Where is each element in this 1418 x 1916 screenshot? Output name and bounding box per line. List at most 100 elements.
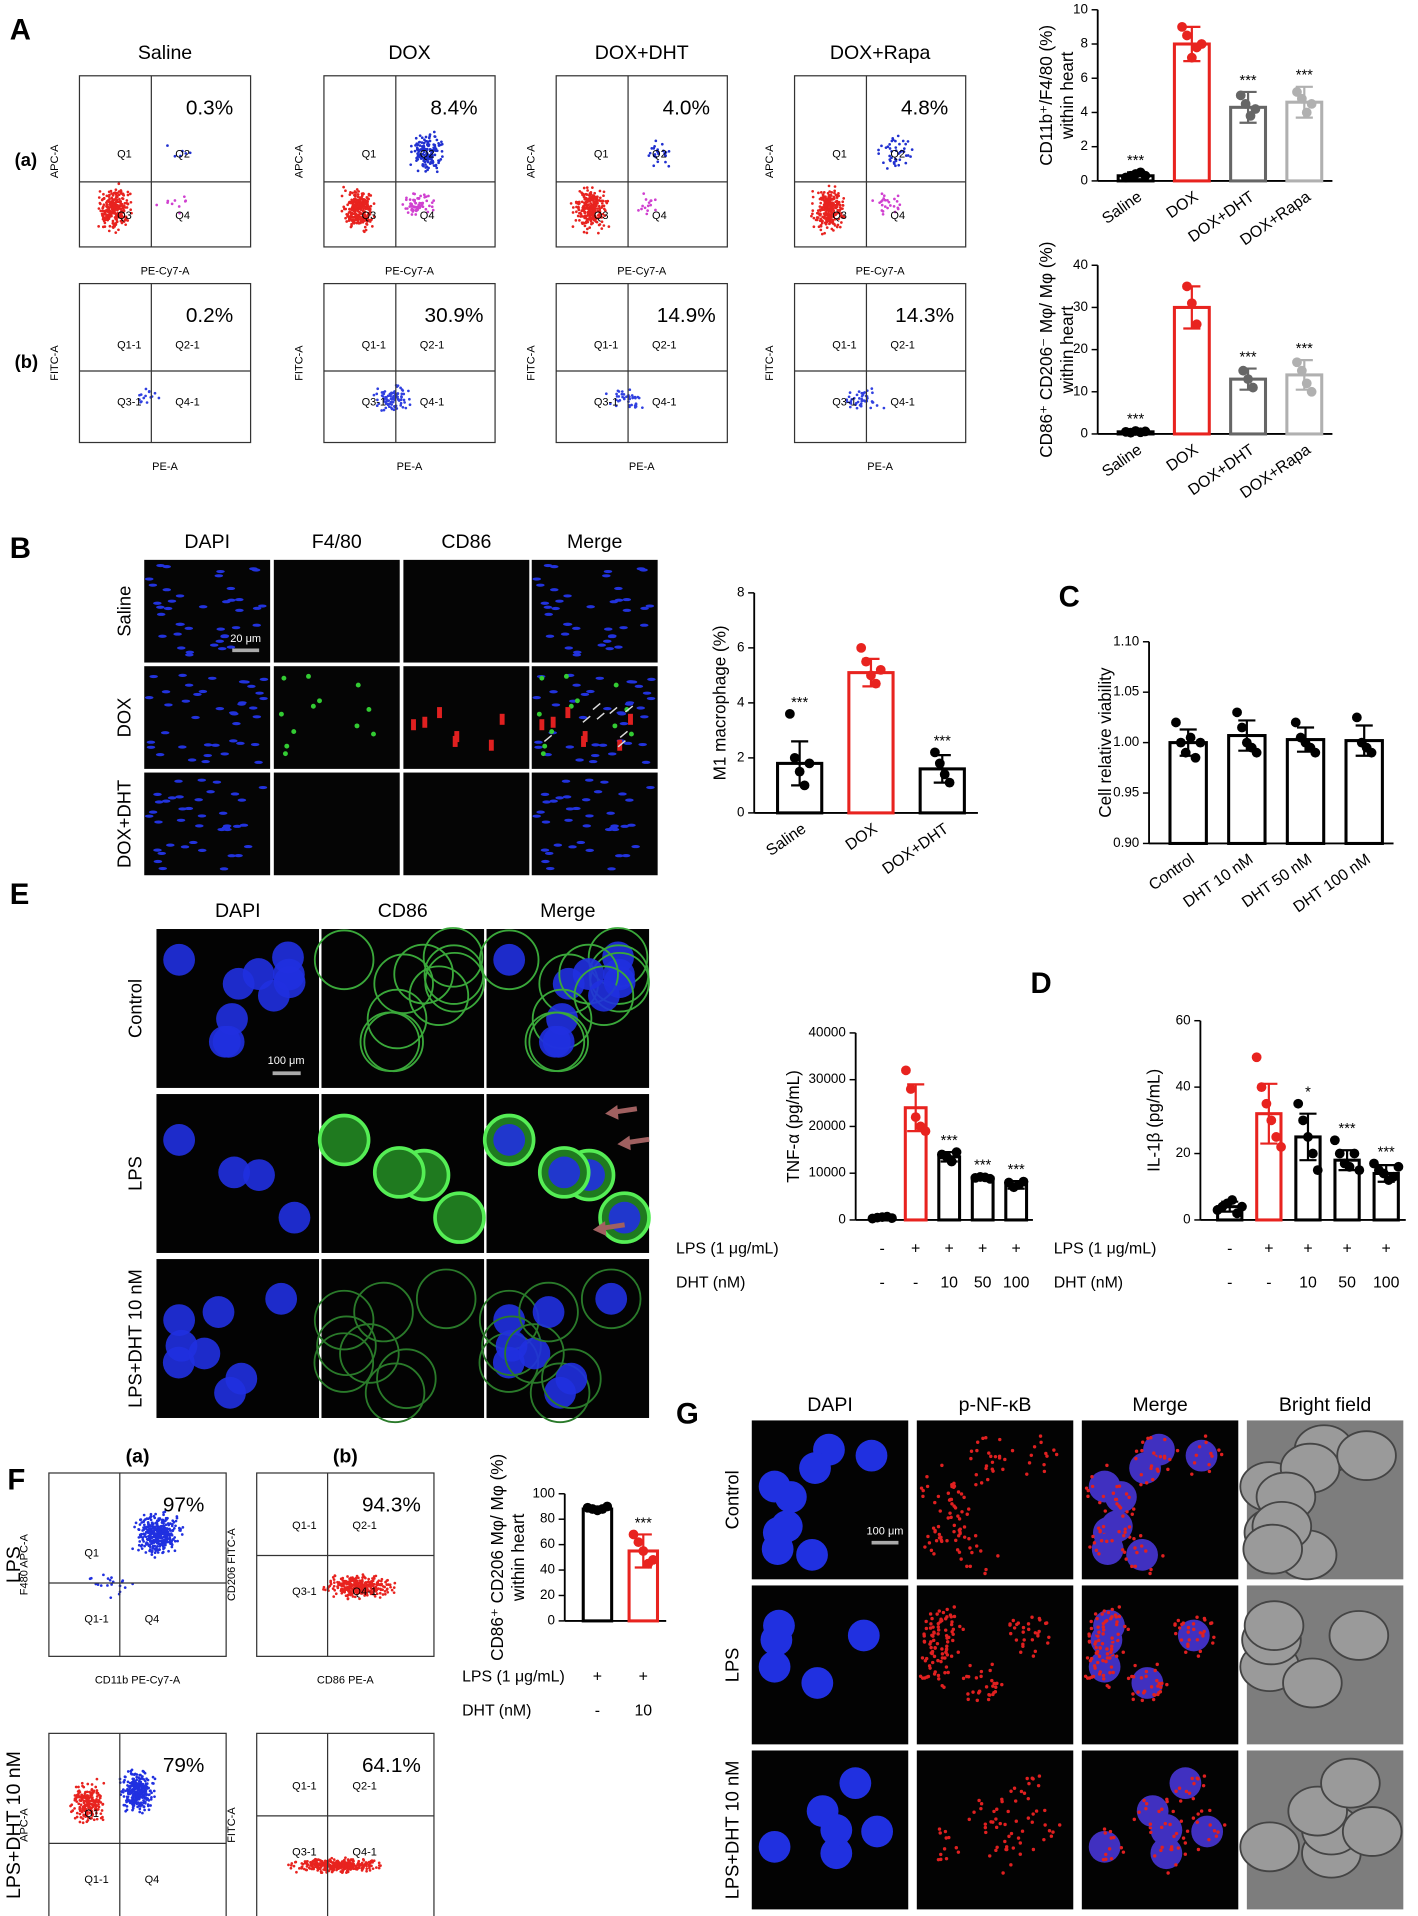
cell-event bbox=[371, 1861, 374, 1864]
stain-spot bbox=[1119, 1506, 1122, 1509]
cell-event bbox=[382, 1593, 385, 1596]
stain-spot bbox=[937, 1677, 940, 1680]
cell-event bbox=[415, 210, 418, 213]
cell-event bbox=[174, 1540, 177, 1543]
stain-spot bbox=[1000, 1683, 1003, 1686]
cell-event bbox=[578, 202, 581, 205]
cell-event bbox=[825, 207, 828, 210]
stain-spot bbox=[355, 723, 360, 728]
stain-spot bbox=[991, 1461, 994, 1464]
cell-event bbox=[412, 209, 415, 212]
stain-spot bbox=[960, 1492, 963, 1495]
nucleus bbox=[575, 758, 584, 761]
cell-event bbox=[390, 397, 393, 400]
gate-percent: 14.9% bbox=[657, 304, 716, 327]
stain-spot bbox=[920, 1486, 923, 1489]
nucleus bbox=[614, 646, 623, 649]
cell-event bbox=[158, 1540, 161, 1543]
stain-spot bbox=[1090, 1657, 1093, 1660]
cell-event bbox=[122, 193, 125, 196]
condition-value: 10 bbox=[1299, 1275, 1317, 1292]
column-title: Merge bbox=[567, 531, 622, 553]
cell-event bbox=[647, 205, 650, 208]
cell-event bbox=[349, 1591, 352, 1594]
cell-event bbox=[150, 1553, 153, 1556]
stain-spot bbox=[1177, 1846, 1180, 1849]
stain-spot bbox=[1155, 1679, 1158, 1682]
data-point bbox=[1248, 383, 1258, 393]
quadrant-label: Q2-1 bbox=[890, 339, 914, 351]
column-title: Bright field bbox=[1279, 1394, 1371, 1416]
data-point bbox=[1182, 31, 1192, 41]
cell-event bbox=[340, 1585, 343, 1588]
cell-event bbox=[409, 198, 412, 201]
stain-spot bbox=[1102, 1625, 1105, 1628]
cell-event bbox=[586, 198, 589, 201]
stain-spot bbox=[1031, 1777, 1034, 1780]
flow-x-label: PE-Cy7-A bbox=[856, 265, 906, 277]
quadrant-label: Q3 bbox=[117, 210, 132, 222]
cell-event bbox=[130, 1773, 133, 1776]
stain-spot bbox=[950, 1655, 953, 1658]
cell-event bbox=[143, 1787, 146, 1790]
cell-event bbox=[169, 1538, 172, 1541]
stain-spot bbox=[1163, 1438, 1166, 1441]
micrograph bbox=[403, 560, 529, 663]
nucleus bbox=[161, 731, 170, 734]
cell-event bbox=[166, 1541, 169, 1544]
nucleus bbox=[223, 828, 232, 831]
stain-spot bbox=[933, 1501, 936, 1504]
stain-spot bbox=[1027, 1816, 1030, 1819]
stain-spot bbox=[960, 1510, 963, 1513]
bar bbox=[1170, 743, 1206, 844]
stain-spot bbox=[1038, 1774, 1041, 1777]
cell-event bbox=[322, 1868, 325, 1871]
y-tick-label: 0 bbox=[737, 804, 744, 819]
cell-event bbox=[645, 213, 648, 216]
cell-event bbox=[880, 144, 883, 147]
cell-event bbox=[337, 1583, 340, 1586]
nucleus bbox=[178, 674, 187, 677]
stain-spot bbox=[1047, 1636, 1050, 1639]
cell-event bbox=[608, 225, 611, 228]
nucleus bbox=[610, 824, 619, 827]
stain-spot bbox=[1208, 1809, 1211, 1812]
cell-event bbox=[342, 1866, 345, 1869]
quadrant-label: Q2-1 bbox=[352, 1520, 376, 1532]
stain-spot bbox=[1164, 1822, 1167, 1825]
nucleus bbox=[563, 795, 572, 798]
nucleus bbox=[241, 680, 250, 683]
quadrant-label: Q1 bbox=[84, 1548, 99, 1560]
cell-event bbox=[384, 390, 387, 393]
stain-spot bbox=[539, 719, 544, 730]
stain-spot bbox=[1112, 1836, 1115, 1839]
data-point bbox=[648, 1555, 658, 1565]
quadrant-label: Q1-1 bbox=[292, 1520, 316, 1532]
data-point bbox=[1181, 748, 1191, 758]
cell-event bbox=[433, 164, 436, 167]
cell-event bbox=[378, 1861, 381, 1864]
flow-y-label: FITC-A bbox=[526, 345, 538, 381]
nucleus bbox=[195, 824, 204, 827]
cell-event bbox=[871, 199, 874, 202]
stain-spot bbox=[962, 1496, 965, 1499]
stain-spot bbox=[1115, 1502, 1118, 1505]
quadrant-label: Q1 bbox=[117, 148, 132, 160]
cell-event bbox=[365, 222, 368, 225]
cell-event bbox=[586, 186, 589, 189]
stain-spot bbox=[1110, 1665, 1113, 1668]
nucleus bbox=[536, 811, 545, 814]
cell-event bbox=[73, 1807, 76, 1810]
data-point bbox=[1292, 357, 1302, 367]
data-point bbox=[901, 1065, 911, 1075]
stain-spot bbox=[1137, 1810, 1140, 1813]
cell-event bbox=[590, 208, 593, 211]
stain-spot bbox=[980, 1670, 983, 1673]
cell-event bbox=[365, 1865, 368, 1868]
cell-event bbox=[86, 1801, 89, 1804]
stain-spot bbox=[1180, 1638, 1183, 1641]
nucleus bbox=[197, 779, 206, 782]
cell-event bbox=[117, 182, 120, 185]
cell-event bbox=[353, 212, 356, 215]
cell-event bbox=[133, 1795, 136, 1798]
